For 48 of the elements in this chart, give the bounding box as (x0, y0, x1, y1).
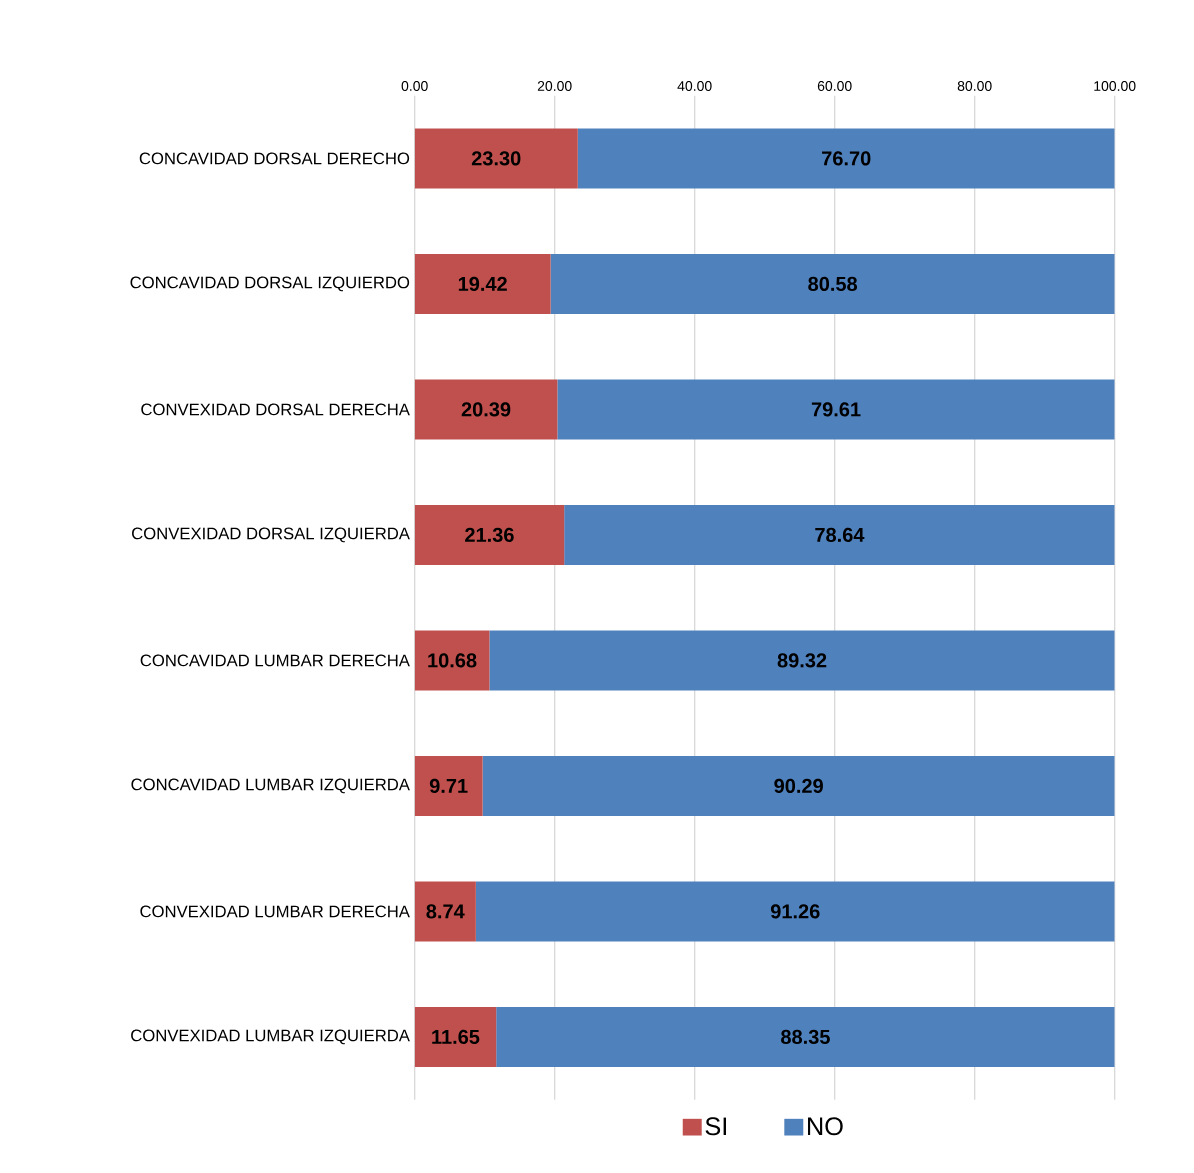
x-tick-label: 20.00 (537, 81, 572, 91)
legend-label: SI (705, 1117, 726, 1136)
data-label: 9.71 (429, 778, 468, 793)
data-label: 79.61 (811, 402, 861, 417)
y-tick-label: CONCAVIDAD DORSAL DERECHO (139, 152, 410, 165)
y-tick-label: CONVEXIDAD LUMBAR DERECHA (140, 905, 410, 918)
bar (414, 128, 578, 189)
bar (414, 881, 476, 942)
data-label: 23.30 (471, 151, 521, 166)
x-tick-label: 40.00 (677, 81, 712, 91)
y-tick-label: CONCAVIDAD LUMBAR IZQUIERDA (131, 778, 410, 794)
legend-label: NO (808, 1117, 843, 1136)
x-tick-label: 60.00 (817, 81, 852, 91)
data-label: 89.32 (777, 653, 827, 668)
bar (414, 755, 483, 816)
y-tick-label: CONVEXIDAD DORSAL DERECHA (141, 403, 410, 416)
y-tick-label: CONCAVIDAD DORSAL IZQUIERDO (130, 276, 410, 292)
data-label: 19.42 (458, 276, 507, 291)
x-tick-label: 100.00 (1094, 81, 1136, 91)
bar (550, 253, 1115, 314)
data-label: 10.68 (428, 653, 477, 668)
y-tick-label: CONVEXIDAD DORSAL IZQUIERDA (132, 527, 410, 543)
bar (475, 881, 1115, 942)
data-label: 8.74 (426, 904, 465, 919)
bar (564, 504, 1115, 565)
data-label: 20.39 (461, 402, 511, 417)
bar (557, 379, 1115, 440)
y-tick-label: CONVEXIDAD LUMBAR IZQUIERDA (131, 1029, 410, 1045)
x-tick-label: 0.00 (401, 81, 428, 91)
bar (414, 504, 565, 565)
bar (482, 755, 1115, 816)
data-label: 78.64 (815, 527, 865, 542)
data-label: 88.35 (781, 1029, 830, 1045)
bar (496, 1006, 1115, 1067)
bar (489, 630, 1115, 691)
data-label: 80.58 (808, 276, 858, 291)
data-label: 21.36 (465, 527, 514, 543)
data-label: 11.65 (432, 1029, 480, 1044)
bar (414, 1006, 497, 1067)
bar (414, 630, 490, 691)
data-label: 91.26 (770, 904, 820, 919)
x-tick-label: 80.00 (957, 81, 992, 91)
bar (414, 253, 551, 314)
y-tick-label: CONCAVIDAD LUMBAR DERECHA (140, 654, 410, 667)
bar (414, 379, 558, 440)
bar (577, 128, 1115, 189)
data-label: 76.70 (822, 151, 871, 166)
data-label: 90.29 (774, 778, 823, 793)
